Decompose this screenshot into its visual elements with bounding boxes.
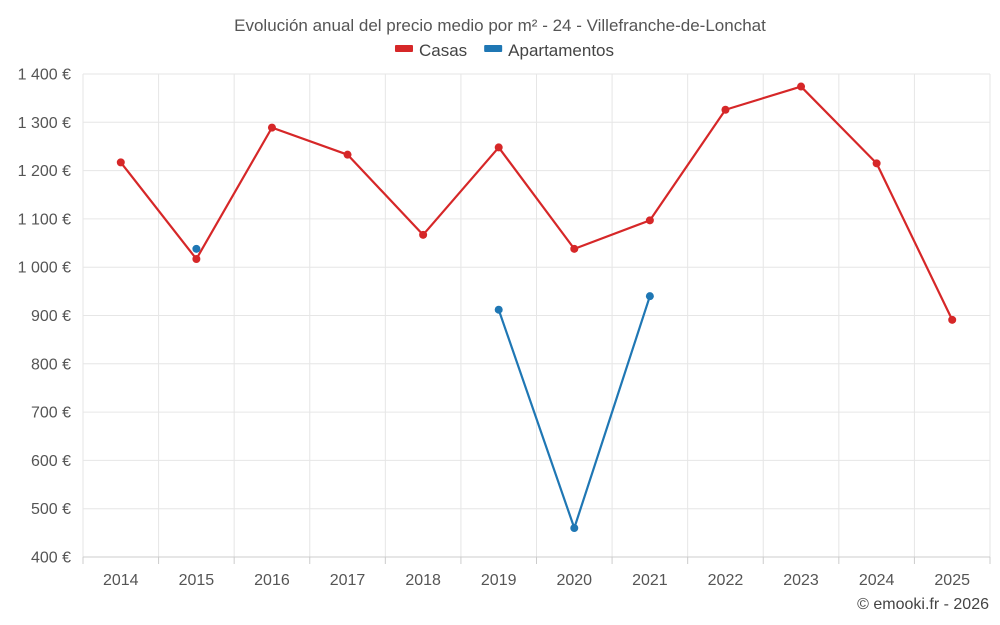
y-axis: 400 € 500 € 600 € 700 € 800 € 900 € 1 000 € 1 1… [18, 67, 71, 567]
data-point[interactable] [721, 105, 730, 114]
data-point[interactable] [267, 123, 276, 132]
series-layer [116, 82, 957, 533]
data-point[interactable] [570, 524, 579, 533]
y-tick-label: 1 100 € [18, 211, 71, 228]
x-axis: 2014 2015 2016 2017 2018 2019 2020 2021 2022 2023… [82, 556, 991, 589]
x-tick-label: 2024 [859, 572, 895, 589]
legend-label: Casas [419, 41, 467, 60]
x-tick-label: 2014 [103, 572, 139, 589]
x-tick-label: 2020 [556, 572, 592, 589]
x-tick-label: 2017 [330, 572, 366, 589]
credit-text: © emooki.fr - 2026 [857, 596, 989, 613]
data-point[interactable] [948, 315, 957, 324]
x-tick-label: 2023 [783, 572, 819, 589]
x-tick-label: 2016 [254, 572, 290, 589]
x-tick-label: 2022 [708, 572, 744, 589]
data-point[interactable] [645, 292, 654, 301]
legend-item[interactable]: Apartamentos [484, 41, 614, 60]
y-tick-label: 600 € [31, 453, 71, 470]
y-tick-label: 700 € [31, 405, 71, 422]
series-apartamentos [192, 244, 654, 533]
y-tick-label: 1 300 € [18, 115, 71, 132]
chart-title: Evolución anual del precio medio por m² … [234, 16, 766, 35]
x-tick-label: 2019 [481, 572, 517, 589]
x-tick-label: 2021 [632, 572, 668, 589]
grid [82, 73, 991, 557]
legend-swatch [394, 45, 413, 52]
data-point[interactable] [116, 158, 125, 167]
y-tick-label: 500 € [31, 501, 71, 518]
x-tick-label: 2015 [179, 572, 215, 589]
legend: Casas Apartamentos [394, 41, 614, 60]
y-tick-label: 800 € [31, 356, 71, 373]
data-point[interactable] [645, 216, 654, 225]
data-point[interactable] [570, 244, 579, 253]
data-point[interactable] [797, 82, 806, 91]
data-point[interactable] [494, 143, 503, 152]
legend-swatch [484, 45, 503, 52]
data-point[interactable] [419, 230, 428, 239]
data-point[interactable] [192, 254, 201, 263]
x-tick-label: 2025 [934, 572, 970, 589]
legend-label: Apartamentos [508, 41, 614, 60]
data-point[interactable] [872, 159, 881, 168]
legend-item[interactable]: Casas [394, 41, 467, 60]
data-point[interactable] [192, 244, 201, 253]
x-tick-label: 2018 [405, 572, 441, 589]
data-point[interactable] [343, 150, 352, 159]
series-line [119, 85, 954, 321]
data-point[interactable] [494, 305, 503, 314]
y-tick-label: 1 200 € [18, 163, 71, 180]
series-casas [116, 82, 957, 324]
y-tick-label: 400 € [31, 550, 71, 567]
y-tick-label: 900 € [31, 308, 71, 325]
y-tick-label: 1 000 € [18, 260, 71, 277]
y-tick-label: 1 400 € [18, 67, 71, 84]
